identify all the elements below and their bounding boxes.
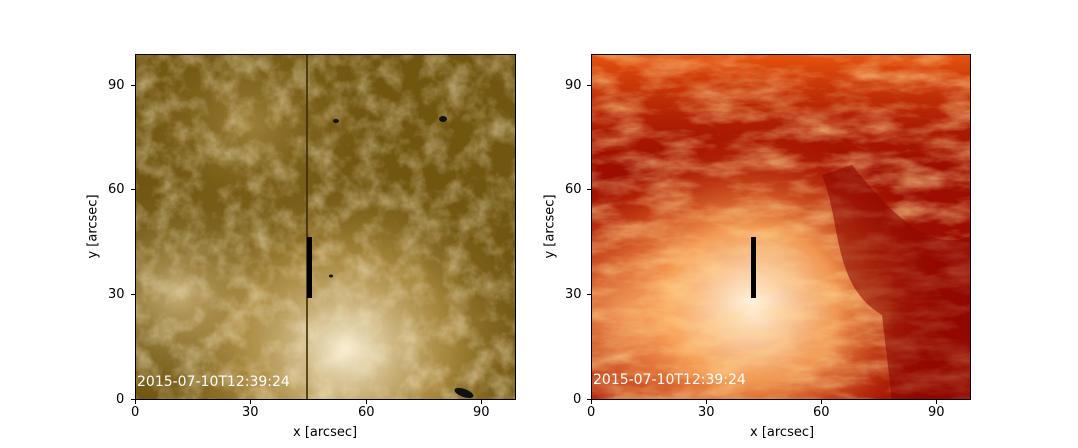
right-ytick-mark bbox=[587, 294, 591, 295]
right-xtick-label: 90 bbox=[928, 405, 945, 420]
right-xtick-mark bbox=[706, 400, 707, 404]
left-xtick-mark bbox=[250, 400, 251, 404]
right-x-axis-label: x [arcsec] bbox=[750, 425, 815, 440]
left-ytick-mark bbox=[131, 294, 135, 295]
left-xtick-mark bbox=[135, 400, 136, 404]
right-xtick-label: 60 bbox=[813, 405, 830, 420]
left-ytick-label: 60 bbox=[108, 182, 125, 197]
right-timestamp: 2015-07-10T12:39:24 bbox=[593, 372, 746, 388]
right-ytick-label: 0 bbox=[573, 392, 582, 407]
right-xtick-mark bbox=[591, 400, 592, 404]
left-xtick-mark bbox=[481, 400, 482, 404]
left-xtick-label: 90 bbox=[473, 405, 490, 420]
right-solar-image: 2015-07-10T12:39:24 bbox=[591, 54, 971, 400]
left-solar-image: 2015-07-10T12:39:24 bbox=[135, 54, 516, 400]
right-ytick-mark bbox=[587, 85, 591, 86]
left-xtick-label: 0 bbox=[131, 405, 140, 420]
left-ytick-mark bbox=[131, 189, 135, 190]
left-y-axis-label: y [arcsec] bbox=[85, 194, 101, 259]
right-ytick-label: 30 bbox=[565, 287, 582, 302]
left-xtick-label: 30 bbox=[242, 405, 259, 420]
right-ytick-label: 90 bbox=[565, 78, 582, 93]
left-xtick-label: 60 bbox=[358, 405, 375, 420]
left-slit-marker bbox=[307, 237, 312, 298]
right-solar-texture bbox=[592, 55, 970, 399]
left-ytick-label: 30 bbox=[108, 287, 125, 302]
left-xtick-mark bbox=[366, 400, 367, 404]
right-xtick-mark bbox=[821, 400, 822, 404]
left-timestamp: 2015-07-10T12:39:24 bbox=[137, 374, 290, 390]
left-ytick-mark bbox=[131, 85, 135, 86]
right-slit-marker bbox=[751, 237, 756, 298]
right-xtick-label: 30 bbox=[698, 405, 715, 420]
right-ytick-mark bbox=[587, 189, 591, 190]
left-x-axis-label: x [arcsec] bbox=[293, 425, 358, 440]
right-xtick-label: 0 bbox=[587, 405, 596, 420]
right-xtick-mark bbox=[936, 400, 937, 404]
left-solar-texture bbox=[136, 55, 515, 399]
right-y-axis-label: y [arcsec] bbox=[542, 194, 558, 259]
right-ytick-label: 60 bbox=[565, 182, 582, 197]
left-ytick-label: 0 bbox=[116, 392, 125, 407]
left-ytick-mark bbox=[131, 399, 135, 400]
right-ytick-mark bbox=[587, 399, 591, 400]
left-ytick-label: 90 bbox=[108, 78, 125, 93]
